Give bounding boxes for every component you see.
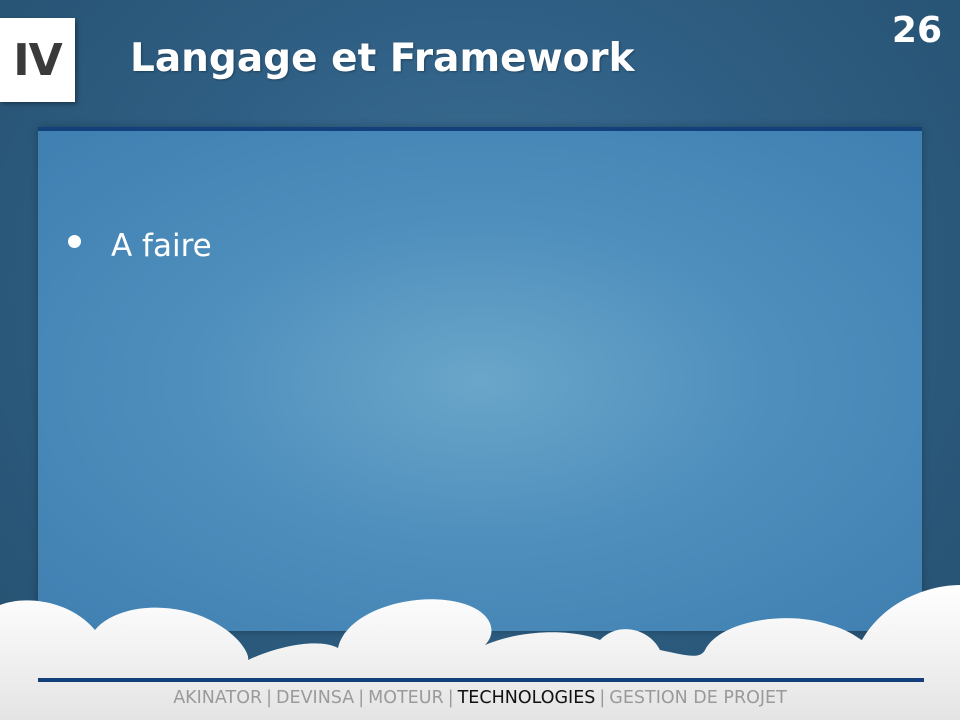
nav-separator: | [266,688,273,708]
footer-nav: AKINATOR | DEVINSA | MOTEUR | TECHNOLOGIES | GES… [0,688,960,708]
nav-separator: | [599,688,606,708]
bullet-text: A faire [111,228,212,264]
bullet-icon [68,234,81,248]
section-numeral: IV [13,34,62,86]
nav-separator: | [358,688,365,708]
nav-item-akinator[interactable]: AKINATOR [173,688,263,708]
slide-number: 26 [891,10,942,51]
nav-item-moteur[interactable]: MOTEUR [368,688,444,708]
bullet-item: A faire [68,228,212,264]
nav-item-devinsa[interactable]: DEVINSA [276,688,355,708]
nav-item-technologies[interactable]: TECHNOLOGIES [457,688,596,708]
clouds-decoration [0,585,960,720]
footer-rule [38,678,924,682]
nav-separator: | [447,688,454,708]
section-badge: IV [0,18,75,102]
content-panel [38,127,922,631]
slide-title: Langage et Framework [130,36,635,81]
nav-item-gestion-de-projet[interactable]: GESTION DE PROJET [609,688,787,708]
